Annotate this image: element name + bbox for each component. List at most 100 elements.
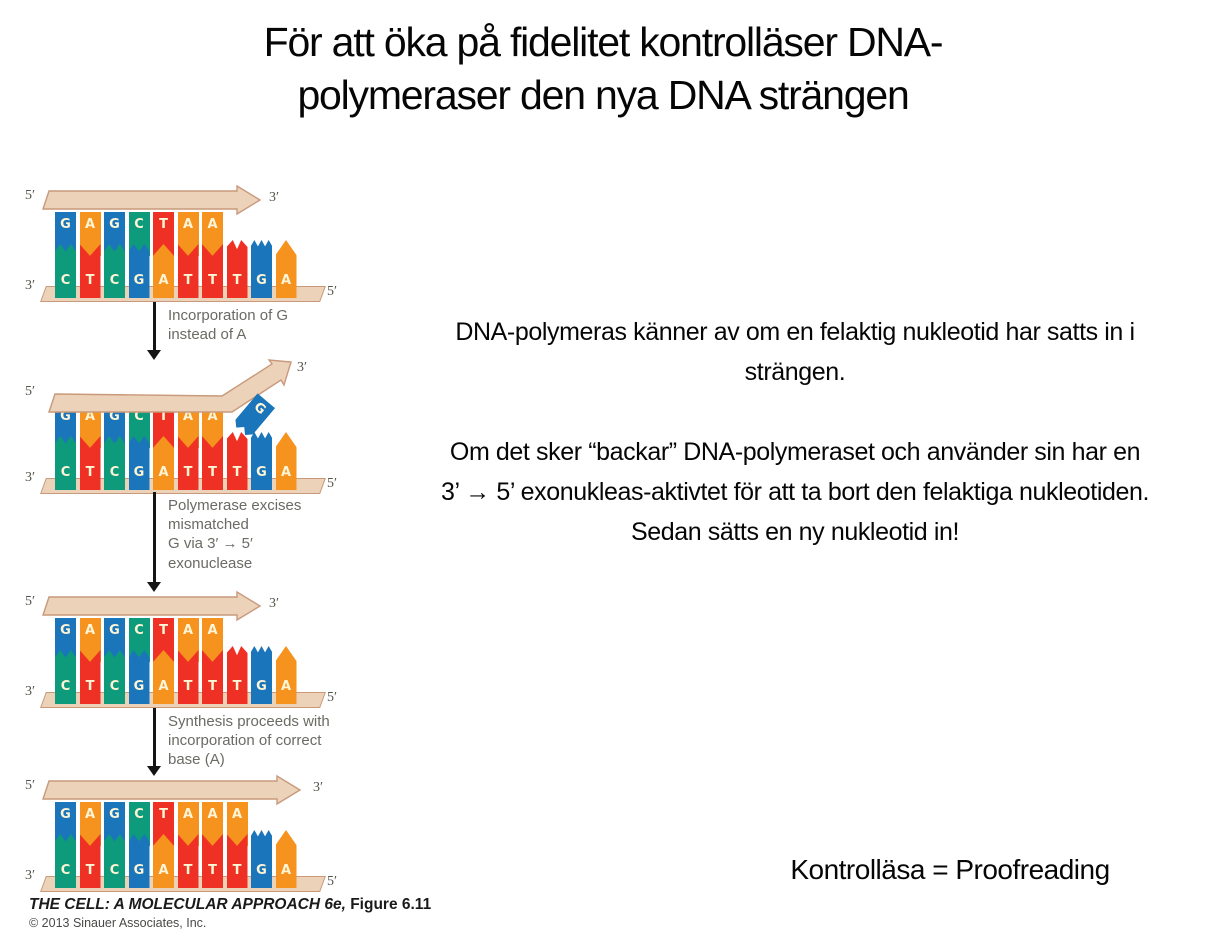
base-letter: T [208, 863, 217, 878]
base-A: A [202, 212, 223, 256]
base-letter: A [231, 807, 243, 822]
base-G: G [251, 830, 272, 888]
base-A: A [202, 802, 223, 846]
base-letter: A [182, 217, 194, 232]
down-arrow-icon [147, 302, 161, 360]
base-A: A [177, 802, 199, 846]
dna-panel-mismatch-incorporated: 5′ 3′ 3′ 5′ G C A T G C C G T A A T A T T G A G [25, 359, 370, 494]
base-letter: G [133, 863, 145, 878]
step-1: Incorporation of G instead of A [25, 302, 470, 360]
credit-title: THE CELL: A MOLECULAR APPROACH 6e, Figur… [29, 896, 470, 914]
base-letter: A [158, 273, 169, 288]
unpaired-base-column: T [226, 212, 248, 298]
base-A: A [275, 240, 297, 298]
credit-copyright: © 2013 Sinauer Associates, Inc. [29, 916, 207, 930]
base-letter: C [134, 807, 144, 822]
base-T: T [153, 618, 174, 662]
unpaired-base-column: A [275, 802, 297, 888]
base-letter: C [60, 863, 71, 878]
base-G: G [128, 244, 150, 298]
base-letter: C [134, 623, 144, 638]
unpaired-base-column: G [251, 212, 272, 298]
unpaired-base-column: A [275, 404, 297, 490]
base-A: A [177, 212, 199, 256]
base-letter: A [280, 679, 292, 694]
unpaired-base-column: T [226, 618, 248, 704]
base-letter: G [256, 679, 267, 694]
base-A: A [275, 830, 297, 888]
base-A: A [153, 436, 174, 490]
base-letter: A [158, 679, 169, 694]
base-T: T [226, 240, 248, 298]
dna-panel-correct-base: 5′ 3′ 3′ 5′ G C A T G C C G T A A T A T A T G A [25, 774, 370, 892]
base-letter: C [60, 273, 71, 288]
unpaired-base-column: A [275, 212, 297, 298]
base-letter: T [232, 679, 242, 694]
base-letter: A [280, 465, 292, 480]
base-letter: A [207, 807, 218, 822]
base-letter: A [158, 465, 169, 480]
base-G: G [251, 240, 272, 298]
base-G: G [128, 436, 150, 490]
base-T: T [177, 834, 199, 888]
base-C: C [55, 650, 76, 704]
strand-end-label: 3′ [269, 190, 280, 205]
strand-end-label: 3′ [25, 278, 36, 293]
strand-end-label: 3′ [25, 470, 36, 485]
base-C: C [55, 436, 76, 490]
base-letter: G [109, 409, 120, 424]
base-letter: A [84, 623, 96, 638]
slide-title: För att öka på fidelitet kontrolläser DN… [263, 19, 944, 119]
strand-end-label: 3′ [297, 360, 308, 375]
base-letter: A [207, 217, 218, 232]
unpaired-base-column: A [275, 618, 297, 704]
strand-end-label: 5′ [25, 384, 36, 399]
strand-end-label: 5′ [327, 690, 338, 705]
unpaired-base-column: T [226, 404, 248, 490]
base-letter: G [109, 807, 120, 822]
base-T: T [177, 650, 199, 704]
base-letter: G [109, 623, 120, 638]
paragraph-1: DNA-polymeras känner av om en felaktig n… [455, 318, 1135, 386]
base-A: A [226, 802, 248, 846]
step-3: Synthesis proceeds with incorporation of… [25, 708, 470, 776]
strand-end-label: 3′ [269, 596, 280, 611]
base-letter: C [109, 679, 120, 694]
strand-end-label: 5′ [25, 188, 36, 203]
base-T: T [202, 650, 223, 704]
base-A: A [153, 244, 174, 298]
base-letter: T [159, 807, 168, 822]
base-letter: A [182, 807, 194, 822]
base-A: A [177, 404, 199, 448]
base-letter: C [60, 465, 71, 480]
base-A: A [79, 212, 101, 256]
base-letter: C [109, 273, 120, 288]
base-C: C [104, 436, 125, 490]
base-letter: A [158, 863, 169, 878]
base-T: T [226, 432, 248, 490]
base-letter: T [183, 465, 193, 480]
base-T: T [153, 212, 174, 256]
base-C: C [104, 244, 125, 298]
step-label-1: Incorporation of G instead of A [168, 307, 289, 344]
base-letter: G [256, 465, 267, 480]
strand-end-label: 5′ [327, 476, 338, 491]
base-letter: G [133, 679, 145, 694]
base-letter: A [182, 409, 194, 424]
step-label-3: Synthesis proceeds with incorporation of… [168, 713, 330, 769]
base-letter: T [232, 863, 242, 878]
base-letter: T [85, 679, 95, 694]
base-G: G [251, 432, 272, 490]
base-T: T [153, 802, 174, 846]
